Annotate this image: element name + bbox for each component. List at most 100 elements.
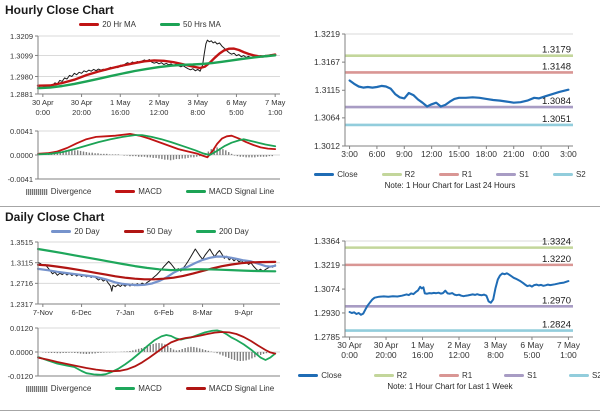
svg-text:30 Apr: 30 Apr <box>71 98 93 107</box>
legend-item-20-day: 20 Day <box>51 227 100 236</box>
svg-text:16:00: 16:00 <box>111 108 130 117</box>
svg-text:16:00: 16:00 <box>412 350 434 360</box>
weekly-pivot-note: Note: 1 Hour Chart for Last 1 Week <box>387 382 513 391</box>
svg-text:30 Apr: 30 Apr <box>32 98 54 107</box>
legend-item-200-day: 200 Day <box>195 227 249 236</box>
daily-macd-chart: 0.0120 0.0000 -0.0120 <box>8 324 280 381</box>
svg-text:1.3219: 1.3219 <box>314 260 340 270</box>
legend-label: 20 Hr MA <box>102 20 136 29</box>
legend-label: R2 <box>404 170 415 179</box>
daily-close-chart-panel: Daily Close Chart 20 Day 50 Day 200 Day 1.… <box>0 207 300 413</box>
legend-swatch <box>314 173 335 176</box>
legend-item-r1: R1 <box>438 170 472 179</box>
svg-text:12:00: 12:00 <box>448 350 470 360</box>
legend-item-close: Close <box>298 371 342 380</box>
legend-item-20-hr-ma: 20 Hr MA <box>79 20 136 29</box>
legend-swatch <box>115 190 136 193</box>
legend-swatch <box>51 230 72 233</box>
svg-text:3 May: 3 May <box>188 98 209 107</box>
legend-swatch <box>381 173 402 176</box>
daily-chart-title: Daily Close Chart <box>5 210 105 224</box>
hourly-chart-title: Hourly Close Chart <box>5 3 114 17</box>
svg-text:8:00: 8:00 <box>190 108 205 117</box>
svg-text:2 May: 2 May <box>149 98 170 107</box>
svg-text:1.3099: 1.3099 <box>10 51 33 60</box>
legend-item-50-hrs-ma: 50 Hrs MA <box>160 20 221 29</box>
legend-swatch <box>552 173 573 176</box>
svg-text:1.3084: 1.3084 <box>542 96 571 107</box>
legend-swatch <box>25 188 48 195</box>
legend-label: R1 <box>461 371 473 380</box>
legend-item-50-day: 50 Day <box>123 227 172 236</box>
hourly-pivot-panel: 1.3179 1.3148 1.3084 1.3051 1.3219 1.3167 1.31… <box>300 0 600 206</box>
legend-swatch <box>195 230 216 233</box>
svg-text:1.2716: 1.2716 <box>10 279 33 288</box>
svg-text:1.3167: 1.3167 <box>314 57 340 67</box>
svg-text:1.3515: 1.3515 <box>10 238 33 247</box>
legend-item-divergence: Divergence <box>25 187 91 196</box>
legend-item-r1: R1 <box>438 371 473 380</box>
svg-text:20:00: 20:00 <box>375 350 397 360</box>
svg-text:1.3064: 1.3064 <box>314 113 340 123</box>
hourly-close-chart-panel: Hourly Close Chart 20 Hr MA 50 Hrs MA 1.3… <box>0 0 300 206</box>
svg-text:3 May: 3 May <box>484 340 508 350</box>
svg-text:0.0000: 0.0000 <box>10 348 33 357</box>
hourly-pivot-legend: Close R2 R1 S1 S2 <box>300 168 600 181</box>
svg-text:1.3219: 1.3219 <box>314 29 340 39</box>
legend-label: MACD <box>138 187 162 196</box>
svg-text:0.0120: 0.0120 <box>10 324 33 333</box>
svg-text:1.3220: 1.3220 <box>542 254 571 265</box>
legend-swatch <box>373 374 394 377</box>
svg-text:7 May: 7 May <box>265 98 286 107</box>
legend-swatch <box>504 374 525 377</box>
legend-swatch <box>79 23 100 26</box>
legend-item-r2: R2 <box>373 371 407 380</box>
svg-text:1.3074: 1.3074 <box>314 284 340 294</box>
svg-text:1.3179: 1.3179 <box>542 45 571 56</box>
hourly-macd-legend: Divergence MACD MACD Signal Line <box>0 185 300 198</box>
svg-text:1.2317: 1.2317 <box>10 300 33 309</box>
legend-label: S2 <box>591 371 600 380</box>
svg-text:6 May: 6 May <box>226 98 247 107</box>
svg-text:1.2980: 1.2980 <box>10 72 33 81</box>
svg-text:1.2824: 1.2824 <box>542 320 571 331</box>
svg-text:2 May: 2 May <box>447 340 471 350</box>
svg-text:-0.0120: -0.0120 <box>8 372 33 381</box>
legend-label: S2 <box>575 170 586 179</box>
svg-text:1.3209: 1.3209 <box>10 32 33 41</box>
legend-item-macd: MACD <box>115 187 162 196</box>
legend-item-r2: R2 <box>381 170 415 179</box>
legend-item-macd-signal-line: MACD Signal Line <box>185 384 274 393</box>
legend-label: Divergence <box>50 384 92 393</box>
svg-text:1:00: 1:00 <box>268 108 283 117</box>
legend-swatch <box>185 387 206 390</box>
svg-text:1.3012: 1.3012 <box>314 141 340 151</box>
daily-ma-legend: 20 Day 50 Day 200 Day <box>0 225 300 238</box>
legend-item-macd: MACD <box>115 384 162 393</box>
svg-text:1.3324: 1.3324 <box>542 237 571 248</box>
legend-item-divergence: Divergence <box>25 384 92 393</box>
legend-swatch <box>438 374 459 377</box>
svg-text:6:00: 6:00 <box>369 149 386 159</box>
svg-text:1.2785: 1.2785 <box>314 332 340 342</box>
svg-text:-0.0041: -0.0041 <box>8 175 33 184</box>
legend-label: S1 <box>519 170 529 179</box>
bottom-divider <box>0 410 600 411</box>
legend-label: 50 Day <box>146 227 172 236</box>
legend-item-s2: S2 <box>568 371 600 380</box>
legend-label: R2 <box>396 371 407 380</box>
svg-text:6 May: 6 May <box>520 340 544 350</box>
svg-text:9-Apr: 9-Apr <box>235 308 254 317</box>
legend-label: MACD <box>138 384 162 393</box>
legend-swatch <box>568 374 589 377</box>
svg-text:3:00: 3:00 <box>341 149 358 159</box>
legend-swatch <box>160 23 180 26</box>
svg-text:0:00: 0:00 <box>533 149 550 159</box>
svg-text:1.3148: 1.3148 <box>542 61 571 72</box>
daily-macd-legend: Divergence MACD MACD Signal Line <box>0 382 300 395</box>
svg-text:1.2930: 1.2930 <box>314 308 340 318</box>
legend-label: S1 <box>527 371 537 380</box>
legend-swatch <box>25 385 48 392</box>
legend-label: 20 Day <box>74 227 100 236</box>
